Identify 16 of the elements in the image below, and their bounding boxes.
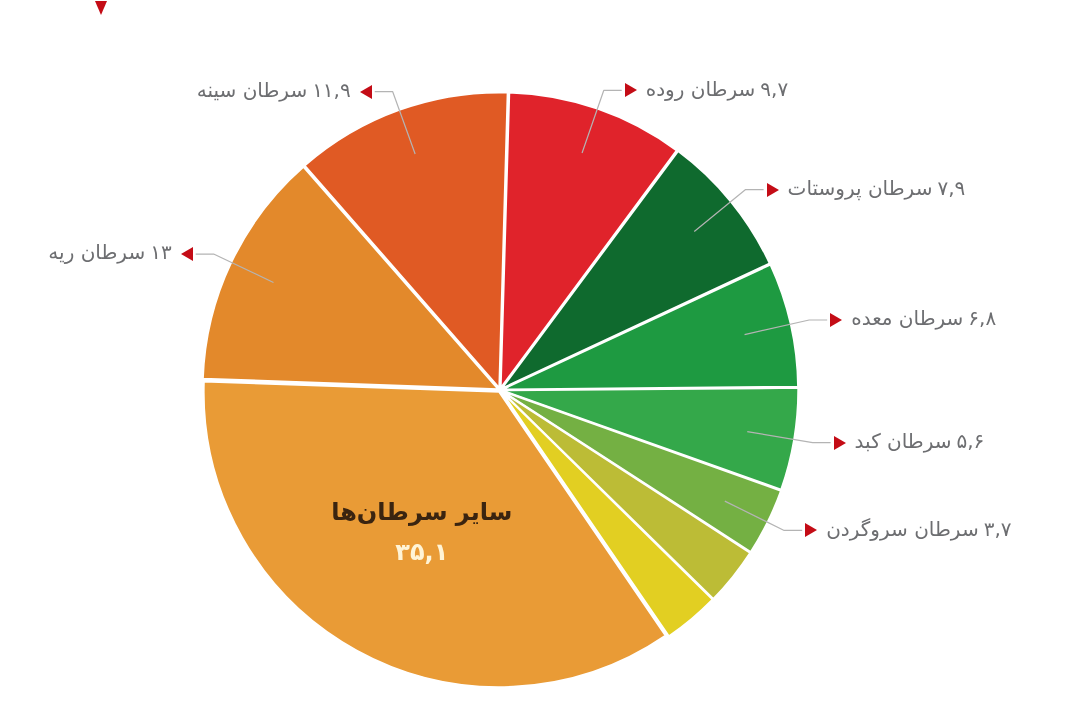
data-label: ۱۱,۹ [312, 77, 351, 102]
slice-label: سرطان پروستات [787, 175, 933, 201]
data-label: ۶,۸ [968, 306, 997, 331]
data-label: ۵,۶ [956, 428, 985, 453]
data-label: ۳,۷ [983, 516, 1012, 541]
slice-label: سرطان معده [851, 306, 964, 331]
data-label: ۳۵,۱ [395, 538, 449, 567]
slice-label: سرطان سروگردن [826, 516, 979, 541]
slice-label: سرطان کبد [854, 428, 952, 453]
data-label: ۱۳ [150, 240, 172, 265]
slice-label: سرطان ریه [48, 240, 146, 265]
data-label: ۹,۷ [760, 76, 789, 101]
slice-label: سرطان سینه [196, 77, 308, 102]
slice-label: سرطان روده [645, 76, 756, 101]
slice-label: سایر سرطان‌ها [331, 498, 513, 527]
data-label: ۷,۹ [937, 175, 966, 200]
